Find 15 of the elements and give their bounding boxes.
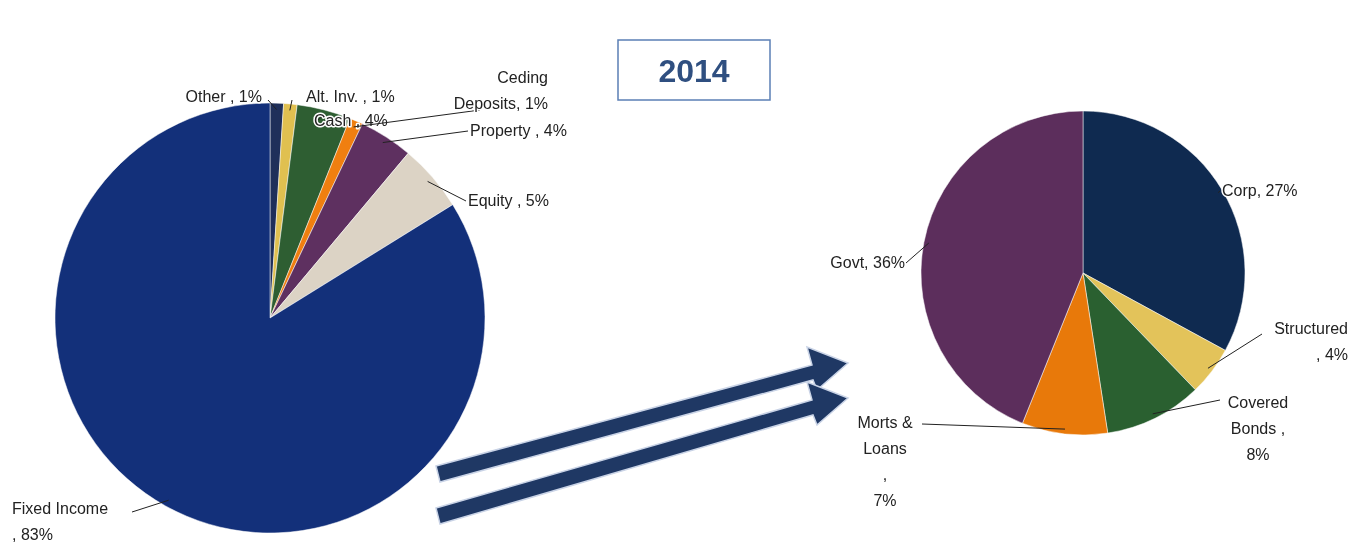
- text: 2014: [658, 53, 730, 89]
- slice-label: Morts & Loans: [857, 414, 913, 457]
- slice-label: Structured: [1274, 320, 1348, 337]
- slice-label: Ceding Deposits, 1%: [453, 69, 548, 112]
- data-label: , 7%: [873, 466, 897, 509]
- data-label: , 83%: [12, 526, 53, 543]
- slice-label: Corp, 27%: [1222, 182, 1298, 199]
- slice-label: Fixed Income: [12, 500, 109, 517]
- slice-label: Alt. Inv. , 1%: [306, 88, 395, 105]
- slice-label: Property , 4%: [470, 122, 567, 139]
- slice-label: Equity , 5%: [468, 192, 549, 209]
- slice-label: Other , 1%: [185, 88, 262, 105]
- data-label: , 4%: [1315, 346, 1348, 363]
- slice-label: Govt, 36%: [830, 254, 905, 271]
- slice-label: Covered Bonds , 8%: [1227, 394, 1289, 463]
